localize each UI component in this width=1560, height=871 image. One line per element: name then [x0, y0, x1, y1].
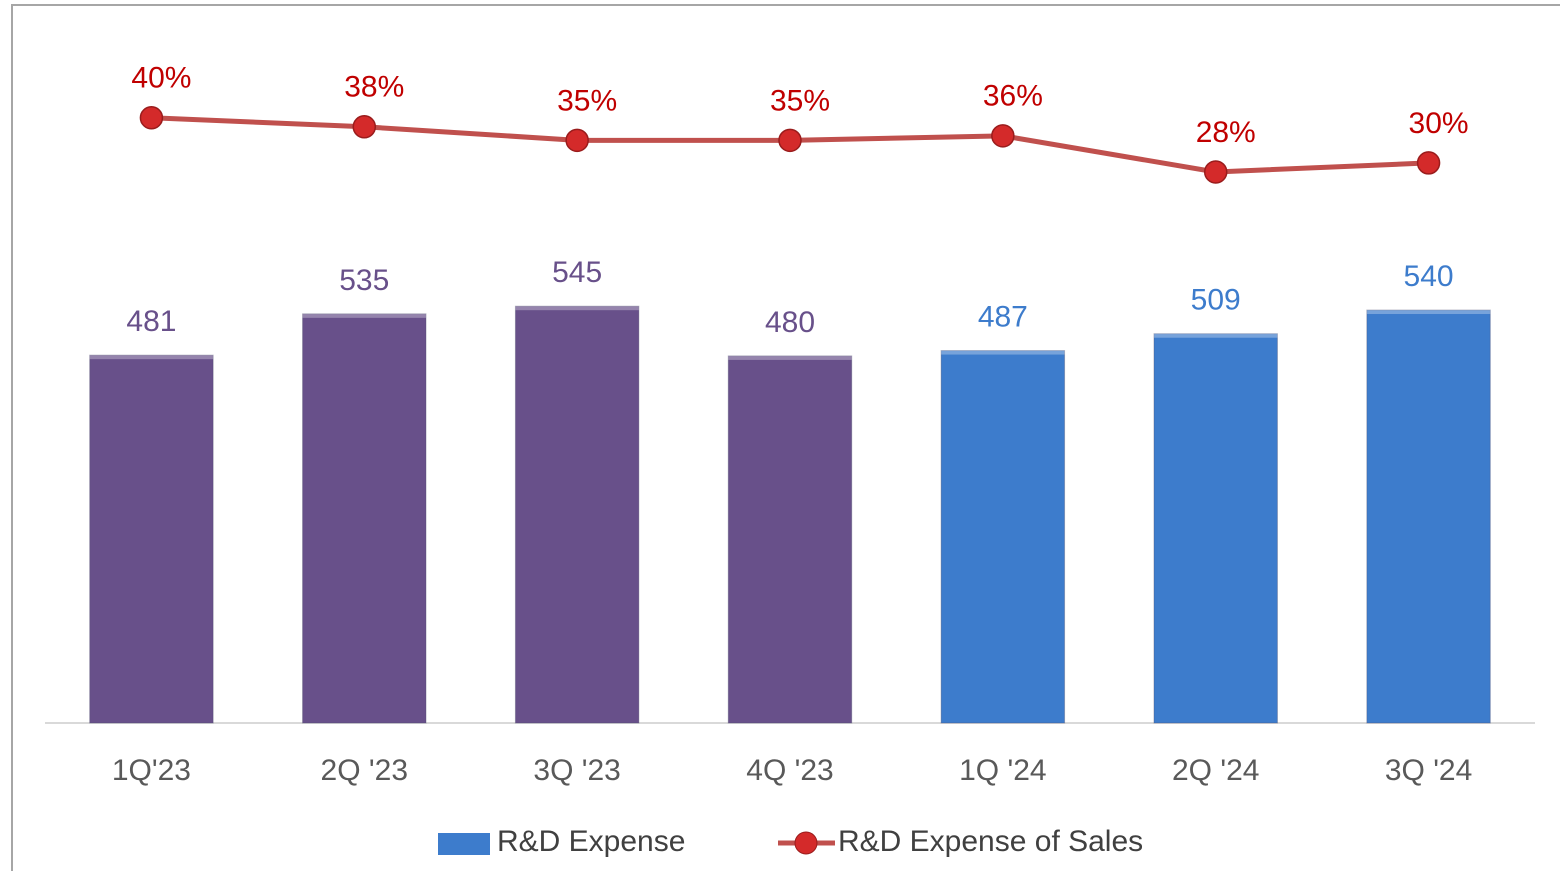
bar — [1153, 333, 1278, 724]
bar-highlight — [302, 313, 427, 318]
frame — [11, 4, 1560, 871]
marker — [565, 128, 589, 153]
bar-highlight — [941, 350, 1065, 355]
bar-highlight — [1153, 333, 1278, 338]
marker — [139, 106, 164, 130]
bar — [302, 313, 427, 724]
bar-highlight — [1366, 310, 1491, 315]
bar-highlight — [515, 306, 639, 311]
x-tick-label: 2Q '23 — [321, 754, 408, 787]
data-label: 540 — [1404, 260, 1454, 293]
legend-label: R&D Expense — [497, 825, 685, 858]
data-label: 480 — [765, 306, 815, 339]
data-label: 535 — [339, 264, 389, 297]
data-label: 36% — [983, 80, 1043, 113]
bar — [727, 355, 853, 724]
x-tick-label: 1Q '24 — [959, 754, 1046, 787]
data-label: 30% — [1409, 107, 1469, 140]
marker — [352, 115, 377, 139]
marker — [1416, 151, 1441, 175]
data-label: 35% — [557, 84, 617, 117]
legend-label: R&D Expense of Sales — [838, 825, 1143, 858]
data-label: 487 — [978, 300, 1028, 333]
data-label: 481 — [126, 305, 176, 338]
bar — [89, 354, 214, 724]
bar — [514, 305, 640, 724]
x-tick-label: 1Q'23 — [112, 754, 191, 787]
x-tick-label: 3Q '23 — [533, 754, 620, 787]
x-tick-label: 3Q '24 — [1385, 754, 1472, 787]
bar-highlight — [728, 355, 852, 360]
data-label: 35% — [770, 84, 830, 117]
data-label: 545 — [552, 256, 602, 289]
data-label: 38% — [344, 71, 404, 104]
data-label: 40% — [131, 62, 191, 95]
bar — [940, 350, 1066, 724]
bar — [1366, 309, 1491, 724]
data-label: 28% — [1196, 116, 1256, 149]
bar-highlight — [89, 355, 214, 360]
x-tick-label: 2Q '24 — [1172, 754, 1259, 787]
legend-marker — [794, 831, 818, 855]
marker — [1203, 160, 1228, 184]
marker — [778, 128, 802, 153]
legend-swatch — [438, 833, 490, 855]
marker — [991, 124, 1015, 148]
data-label: 509 — [1191, 284, 1241, 317]
x-tick-label: 4Q '23 — [746, 754, 833, 787]
